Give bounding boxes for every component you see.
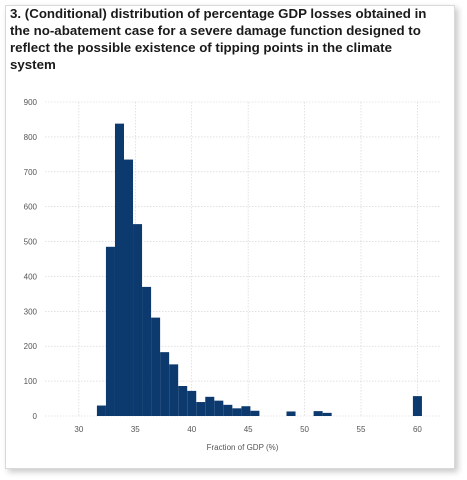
y-tick-label-200: 200 <box>24 342 38 351</box>
x-axis-title: Fraction of GDP (%) <box>207 443 279 452</box>
histogram-bar-18 <box>286 411 296 416</box>
x-tick-label-45: 45 <box>244 425 253 434</box>
y-tick-label-800: 800 <box>24 133 38 142</box>
histogram-bar-1 <box>105 246 115 416</box>
histogram-bar-0 <box>96 405 106 416</box>
x-tick-label-55: 55 <box>357 425 366 434</box>
histogram-bar-10 <box>187 390 197 416</box>
y-tick-label-700: 700 <box>24 168 38 177</box>
histogram-bar-9 <box>178 385 188 416</box>
y-tick-label-500: 500 <box>24 238 38 247</box>
x-axis-ticks: 30 35 40 45 50 55 60 <box>74 425 422 434</box>
histogram-bar-17 <box>250 410 260 416</box>
y-tick-label-600: 600 <box>24 203 38 212</box>
histogram-bar-14 <box>223 404 233 416</box>
y-tick-label-900: 900 <box>24 98 38 107</box>
histogram-bar-5 <box>142 286 152 416</box>
histogram-bar-13 <box>214 400 224 416</box>
y-tick-label-0: 0 <box>33 412 38 421</box>
histogram-bar-12 <box>205 396 215 416</box>
histogram-bar-7 <box>160 352 170 416</box>
grid-lines <box>45 101 440 417</box>
histogram-bars <box>96 123 422 417</box>
x-tick-label-50: 50 <box>300 425 309 434</box>
y-tick-label-300: 300 <box>24 307 38 316</box>
y-axis-ticks: 0 100 200 300 400 500 600 700 800 900 <box>24 98 38 421</box>
y-tick-label-400: 400 <box>24 272 38 281</box>
histogram-bar-19 <box>313 411 323 416</box>
histogram-bar-3 <box>124 159 134 417</box>
histogram-bar-4 <box>133 224 143 416</box>
histogram-bar-21 <box>412 396 422 416</box>
histogram-bar-11 <box>196 402 206 416</box>
x-tick-label-35: 35 <box>131 425 140 434</box>
x-tick-label-60: 60 <box>413 425 422 434</box>
histogram-bar-16 <box>241 406 251 416</box>
histogram-bar-2 <box>114 123 124 417</box>
chart-title: 3. (Conditional) distribution of percent… <box>10 6 427 72</box>
histogram-bar-20 <box>322 412 332 416</box>
histogram-bar-8 <box>169 364 179 416</box>
x-tick-label-40: 40 <box>187 425 196 434</box>
chart-frame <box>5 5 455 469</box>
x-tick-label-30: 30 <box>74 425 83 434</box>
histogram-bar-15 <box>232 408 242 416</box>
y-tick-label-100: 100 <box>24 377 38 386</box>
histogram-bar-6 <box>151 317 161 416</box>
